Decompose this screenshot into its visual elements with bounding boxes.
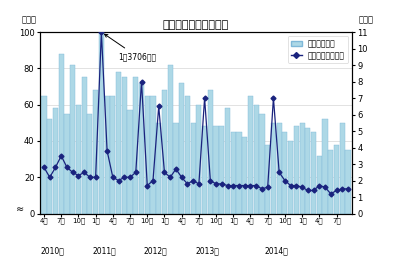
Bar <box>311 132 316 214</box>
Bar <box>185 96 190 214</box>
Bar <box>322 119 328 214</box>
Bar <box>254 105 259 214</box>
Bar <box>59 54 64 214</box>
Bar <box>282 132 288 214</box>
Bar <box>248 96 253 214</box>
Bar <box>219 127 224 214</box>
Bar <box>110 96 116 214</box>
Bar <box>64 114 70 214</box>
Bar <box>76 105 81 214</box>
Bar <box>150 96 156 214</box>
Bar <box>122 77 127 214</box>
Bar <box>190 123 196 214</box>
Bar <box>300 123 305 214</box>
Text: 1兆3706億円: 1兆3706億円 <box>104 34 157 61</box>
Bar <box>162 90 167 214</box>
Text: （件）: （件） <box>22 16 37 25</box>
Text: 2010年: 2010年 <box>41 246 64 255</box>
Bar <box>139 83 144 214</box>
Bar <box>317 155 322 214</box>
Bar <box>346 150 350 214</box>
Bar <box>259 114 264 214</box>
Bar <box>168 65 173 214</box>
Bar <box>276 123 282 214</box>
Bar <box>334 145 339 214</box>
Bar <box>305 128 310 214</box>
Bar <box>104 96 110 214</box>
Bar <box>202 127 207 214</box>
Bar <box>271 123 276 214</box>
Bar <box>340 123 345 214</box>
Bar <box>87 114 92 214</box>
Text: （億）: （億） <box>358 16 373 25</box>
Bar <box>133 77 138 214</box>
Bar <box>196 105 202 214</box>
Bar <box>265 145 270 214</box>
Text: 2013年: 2013年 <box>196 246 220 255</box>
Bar <box>42 96 46 214</box>
Bar <box>236 132 242 214</box>
Text: 2012年: 2012年 <box>144 246 168 255</box>
Bar <box>99 32 104 214</box>
Bar <box>145 96 150 214</box>
Bar <box>225 108 230 214</box>
Bar <box>242 137 247 214</box>
Bar <box>294 127 299 214</box>
Bar <box>156 123 161 214</box>
Bar <box>116 72 121 214</box>
Bar <box>179 83 184 214</box>
Title: 件数・負債総額の推移: 件数・負債総額の推移 <box>163 20 229 30</box>
Bar <box>93 90 98 214</box>
Text: ≈: ≈ <box>16 204 24 214</box>
Bar <box>173 123 178 214</box>
Legend: 件数（左軸）, 負債総額（右軸）: 件数（左軸）, 負債総額（右軸） <box>288 36 348 63</box>
Bar <box>214 127 219 214</box>
Bar <box>208 90 213 214</box>
Bar <box>128 110 133 214</box>
Bar <box>47 119 52 214</box>
Bar <box>53 108 58 214</box>
Text: 2011年: 2011年 <box>92 246 116 255</box>
Bar <box>231 132 236 214</box>
Bar <box>328 150 333 214</box>
Text: 2014年: 2014年 <box>264 246 288 255</box>
Bar <box>70 65 75 214</box>
Bar <box>82 77 87 214</box>
Bar <box>288 141 293 214</box>
